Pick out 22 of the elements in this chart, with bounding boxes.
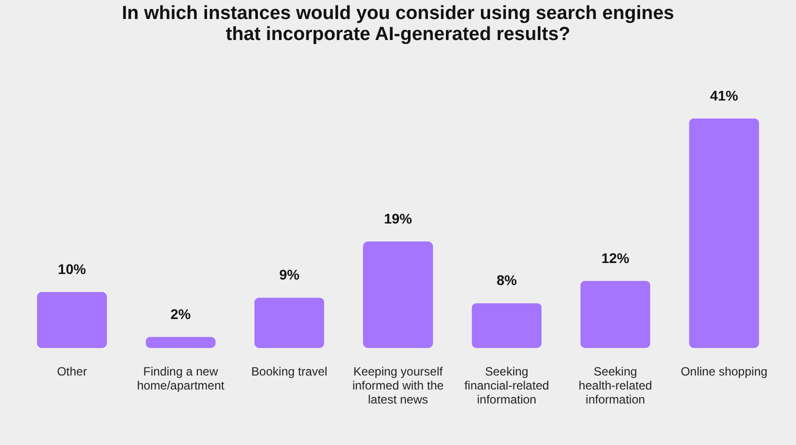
x-tick-label: Other — [56, 364, 87, 378]
bar — [580, 280, 650, 348]
x-tick-label: Keeping yourself informed with the latest news — [352, 364, 444, 406]
data-label: 8% — [496, 272, 518, 288]
x-tick-label: Seeking financial-related information — [464, 364, 550, 406]
x-tick-label: Booking travel — [251, 364, 328, 378]
bar — [36, 292, 107, 348]
data-label: 19% — [384, 210, 413, 227]
x-tick-label: Seeking health-related information — [578, 364, 652, 406]
data-label: 10% — [58, 260, 87, 277]
bar — [363, 242, 433, 348]
data-label: 2% — [170, 306, 192, 322]
x-tick-label: Finding a new home/apartment — [136, 364, 225, 392]
x-tick-label: Online shopping — [680, 364, 768, 378]
chart-title: In which instances would you consider using search engines that incorporate AI-generated results? — [122, 3, 674, 45]
data-label: 41% — [710, 87, 739, 104]
bar — [472, 303, 542, 348]
bar — [146, 336, 216, 348]
bar — [689, 118, 760, 348]
data-label: 12% — [601, 250, 630, 266]
bar — [254, 298, 324, 348]
data-label: 9% — [279, 266, 300, 283]
